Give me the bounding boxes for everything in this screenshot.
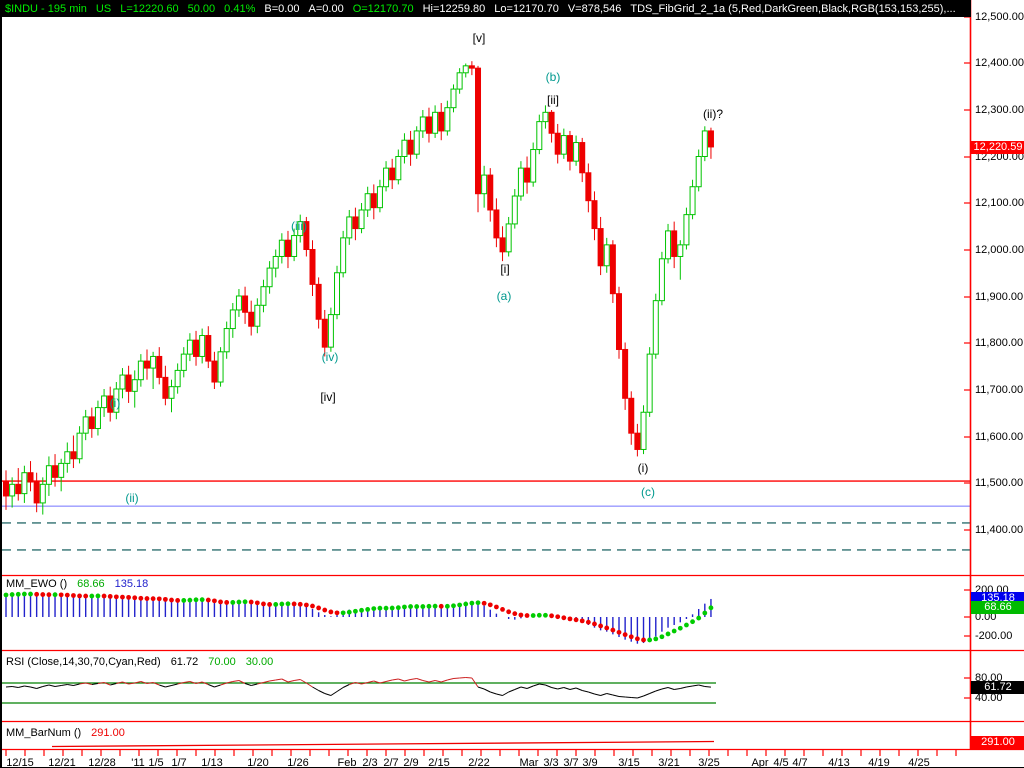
barnum-indicator-label: MM_BarNum () 291.00 — [6, 727, 125, 739]
time-axis-label: 1/13 — [201, 757, 223, 768]
quote-field: 50.00 — [187, 2, 216, 15]
ewo-axis-label: -200.00 — [975, 630, 1013, 642]
time-axis-label: 2/22 — [468, 757, 490, 768]
elliott-wave-label: [iv] — [320, 390, 336, 404]
ewo-axis-label: 0.00 — [975, 611, 997, 623]
time-axis-label: 1/7 — [171, 757, 187, 768]
barnum-value: 291.00 — [91, 727, 125, 739]
barnum-name: MM_BarNum () — [6, 727, 82, 739]
quote-field: Hi=12259.80 — [422, 2, 486, 15]
elliott-wave-label: (ii) — [125, 491, 139, 505]
time-axis-label: 3/21 — [658, 757, 680, 768]
rsi-upper-band-value: 70.00 — [208, 656, 236, 668]
barnum-value-badge: 291.00 — [971, 736, 1024, 749]
elliott-wave-label: (iii) — [291, 219, 307, 233]
quote-field: B=0.00 — [264, 2, 300, 15]
elliott-wave-label: (b) — [545, 70, 561, 84]
ewo-value-dot: 68.66 — [77, 578, 105, 590]
time-axis-label: 3/25 — [698, 757, 720, 768]
time-axis-label: Feb — [337, 757, 357, 768]
price-axis-label: 12,200.00 — [975, 151, 1024, 163]
elliott-wave-label: (c) — [641, 485, 655, 499]
quote-field: V=878,546 — [567, 2, 622, 15]
price-axis-label: 11,700.00 — [975, 384, 1024, 396]
quote-field: O=12170.70 — [352, 2, 414, 15]
ewo-indicator-label: MM_EWO () 68.66 135.18 — [6, 578, 148, 590]
time-axis-label: 4/25 — [908, 757, 930, 768]
price-axis-label: 11,500.00 — [975, 477, 1024, 489]
time-axis-label: 1/5 — [148, 757, 164, 768]
price-axis-label: 12,300.00 — [975, 104, 1024, 116]
quote-field: L=12220.60 — [120, 2, 179, 15]
ewo-value-bar: 135.18 — [114, 578, 149, 590]
quote-field: $INDU - 195 min — [5, 2, 87, 15]
price-axis-label: 11,600.00 — [975, 431, 1024, 443]
rsi-name: RSI (Close,14,30,70,Cyan,Red) — [6, 656, 161, 668]
elliott-wave-label: (iv) — [321, 350, 339, 364]
time-axis-label: 1/20 — [247, 757, 269, 768]
time-axis-label: Apr — [751, 757, 769, 768]
price-axis-label: 12,000.00 — [975, 244, 1024, 256]
quote-field: Lo=12170.70 — [494, 2, 559, 15]
quote-field: A=0.00 — [308, 2, 344, 15]
rsi-value-badge: 61.72 — [971, 681, 1024, 694]
quote-field: 0.41% — [224, 2, 256, 15]
price-axis-label: 12,500.00 — [975, 11, 1024, 23]
price-axis-label: 11,800.00 — [975, 337, 1024, 349]
price-axis-label: 11,400.00 — [975, 524, 1024, 536]
ewo-value-badge: 68.66 — [971, 601, 1024, 614]
last-price-badge: 12,220.59 — [971, 141, 1024, 154]
quote-header: $INDU - 195 min US L=12220.60 50.00 0.41% B=0… — [2, 0, 971, 17]
rsi-axis-label: 40.00 — [975, 692, 1003, 704]
time-axis-label: 12/28 — [88, 757, 116, 768]
elliott-wave-label: [ii] — [547, 93, 559, 107]
elliott-wave-label: [v] — [472, 31, 486, 45]
elliott-wave-label: (i) — [109, 396, 121, 410]
elliott-wave-label: (i) — [637, 461, 649, 475]
quote-field: US — [95, 2, 112, 15]
time-axis-label: 1/26 — [287, 757, 309, 768]
time-axis-label: 2/15 — [428, 757, 450, 768]
time-axis-label: 12/21 — [48, 757, 76, 768]
elliott-wave-label: [i] — [500, 262, 510, 276]
price-axis-label: 12,400.00 — [975, 57, 1024, 69]
time-axis-label: 2/7 — [383, 757, 399, 768]
time-axis-label: 12/15 — [6, 757, 34, 768]
time-axis-label: 2/3 — [362, 757, 378, 768]
time-axis-label: 3/15 — [618, 757, 640, 768]
time-axis-label: 3/9 — [582, 757, 598, 768]
time-axis-label: 2/9 — [403, 757, 419, 768]
elliott-wave-label: (a) — [496, 289, 512, 303]
quote-field: TDS_FibGrid_2_1a (5,Red,DarkGreen,Black,… — [630, 2, 956, 15]
time-axis-label: 3/3 — [543, 757, 559, 768]
rsi-value: 61.72 — [170, 656, 199, 668]
rsi-indicator-label: RSI (Close,14,30,70,Cyan,Red) 61.72 70.0… — [6, 656, 273, 668]
time-axis-label: 4/7 — [792, 757, 808, 768]
time-axis-label: Mar — [519, 757, 539, 768]
ewo-name: MM_EWO () — [6, 578, 68, 590]
rsi-lower-band-value: 30.00 — [245, 656, 274, 668]
elliott-wave-label: (ii)? — [703, 107, 723, 121]
time-axis-label: 4/5 — [773, 757, 789, 768]
price-axis-label: 11,900.00 — [975, 291, 1024, 303]
time-axis-label: '11 — [131, 757, 145, 768]
price-axis-label: 12,100.00 — [975, 197, 1024, 209]
time-axis-label: 4/13 — [828, 757, 850, 768]
time-axis-label: 3/7 — [563, 757, 579, 768]
time-axis-label: 4/19 — [868, 757, 890, 768]
